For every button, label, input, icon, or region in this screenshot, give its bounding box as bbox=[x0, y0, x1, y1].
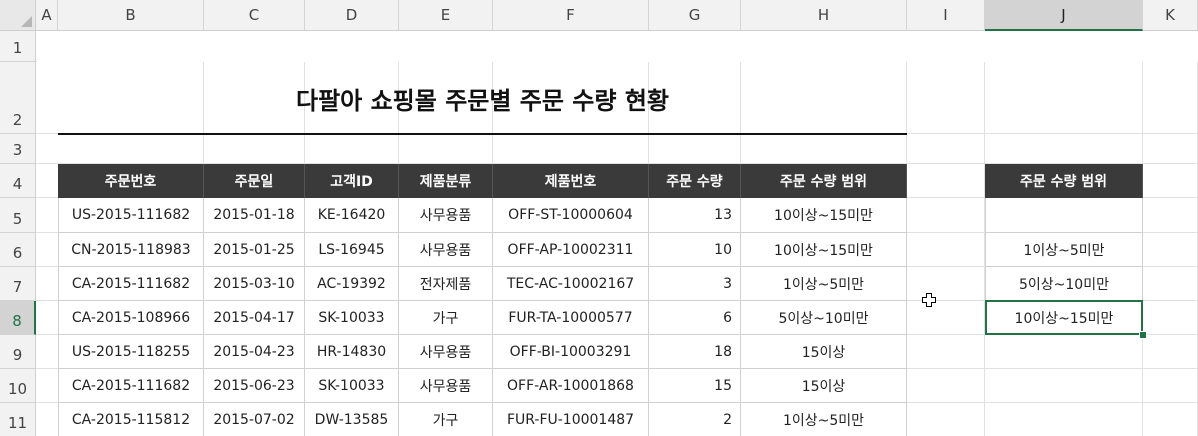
range-cell[interactable]: 1이상~5미만 bbox=[985, 233, 1143, 267]
table-cell[interactable]: US-2015-118255 bbox=[58, 335, 204, 369]
table-cell[interactable]: 15이상 bbox=[741, 335, 907, 369]
table-cell[interactable]: OFF-AP-10002311 bbox=[493, 233, 649, 267]
table-header-cell[interactable]: 주문 수량 bbox=[649, 164, 741, 198]
table-header-cell[interactable]: 주문 수량 범위 bbox=[741, 164, 907, 198]
table-cell[interactable]: SK-10033 bbox=[305, 369, 399, 403]
column-header-D[interactable]: D bbox=[305, 0, 399, 31]
column-header-F[interactable]: F bbox=[493, 0, 649, 31]
range-cell[interactable]: 5이상~10미만 bbox=[985, 267, 1143, 301]
table-cell[interactable]: 10이상~15미만 bbox=[741, 233, 907, 267]
column-header-B[interactable]: B bbox=[58, 0, 204, 31]
row-header-7[interactable]: 7 bbox=[0, 267, 36, 301]
range-header-cell[interactable]: 주문 수량 범위 bbox=[985, 164, 1143, 198]
row-header-6[interactable]: 6 bbox=[0, 233, 36, 267]
select-all-corner[interactable] bbox=[0, 0, 36, 31]
table-cell[interactable]: 2015-06-23 bbox=[204, 369, 305, 403]
cell-cursor-icon bbox=[922, 293, 936, 307]
table-cell[interactable]: US-2015-111682 bbox=[58, 198, 204, 233]
table-cell[interactable]: OFF-BI-10003291 bbox=[493, 335, 649, 369]
column-header-E[interactable]: E bbox=[399, 0, 493, 31]
table-cell[interactable]: 1이상~5미만 bbox=[741, 403, 907, 436]
table-cell[interactable]: 2015-01-25 bbox=[204, 233, 305, 267]
grid-vline bbox=[984, 31, 985, 436]
column-header-G[interactable]: G bbox=[649, 0, 741, 31]
table-cell[interactable]: 사무용품 bbox=[399, 335, 493, 369]
table-cell[interactable]: 2015-04-23 bbox=[204, 335, 305, 369]
table-cell[interactable]: 10이상~15미만 bbox=[741, 198, 907, 233]
table-cell[interactable]: CA-2015-111682 bbox=[58, 267, 204, 301]
table-header-cell[interactable]: 제품번호 bbox=[493, 164, 649, 198]
table-cell[interactable]: 18 bbox=[649, 335, 741, 369]
range-cell[interactable] bbox=[985, 198, 1143, 233]
column-header-H[interactable]: H bbox=[741, 0, 907, 31]
table-cell[interactable]: 2 bbox=[649, 403, 741, 436]
row-header-10[interactable]: 10 bbox=[0, 369, 36, 403]
table-cell[interactable]: 1이상~5미만 bbox=[741, 267, 907, 301]
table-cell[interactable]: 사무용품 bbox=[399, 233, 493, 267]
table-cell[interactable]: SK-10033 bbox=[305, 301, 399, 335]
table-cell[interactable]: CA-2015-111682 bbox=[58, 369, 204, 403]
select-all-triangle-icon bbox=[21, 16, 32, 27]
table-cell[interactable]: 15 bbox=[649, 369, 741, 403]
table-cell[interactable]: TEC-AC-10002167 bbox=[493, 267, 649, 301]
table-cell[interactable]: DW-13585 bbox=[305, 403, 399, 436]
row-header-11[interactable]: 11 bbox=[0, 403, 36, 436]
table-cell[interactable]: 전자제품 bbox=[399, 267, 493, 301]
table-cell[interactable]: CA-2015-115812 bbox=[58, 403, 204, 436]
table-cell[interactable]: OFF-AR-10001868 bbox=[493, 369, 649, 403]
row-header-1[interactable]: 1 bbox=[0, 31, 36, 62]
table-cell[interactable]: 6 bbox=[649, 301, 741, 335]
table-cell[interactable]: 10 bbox=[649, 233, 741, 267]
table-cell[interactable]: CN-2015-118983 bbox=[58, 233, 204, 267]
table-cell[interactable]: 2015-01-18 bbox=[204, 198, 305, 233]
fill-handle[interactable] bbox=[1139, 331, 1147, 339]
row-header-9[interactable]: 9 bbox=[0, 335, 36, 369]
row-header-3[interactable]: 3 bbox=[0, 134, 36, 164]
column-header-A[interactable]: A bbox=[36, 0, 58, 31]
table-cell[interactable]: 15이상 bbox=[741, 369, 907, 403]
table-cell[interactable]: 사무용품 bbox=[399, 198, 493, 233]
table-header-cell[interactable]: 고객ID bbox=[305, 164, 399, 198]
column-header-I[interactable]: I bbox=[907, 0, 985, 31]
table-cell[interactable]: 5이상~10미만 bbox=[741, 301, 907, 335]
table-cell[interactable]: LS-16945 bbox=[305, 233, 399, 267]
table-cell[interactable]: FUR-TA-10000577 bbox=[493, 301, 649, 335]
table-cell[interactable]: 2015-07-02 bbox=[204, 403, 305, 436]
range-cell[interactable]: 10이상~15미만 bbox=[985, 301, 1143, 335]
row-header-4[interactable]: 4 bbox=[0, 164, 36, 198]
table-cell[interactable]: OFF-ST-10000604 bbox=[493, 198, 649, 233]
column-header-C[interactable]: C bbox=[204, 0, 305, 31]
table-cell[interactable]: 3 bbox=[649, 267, 741, 301]
row-header-8[interactable]: 8 bbox=[0, 301, 36, 335]
row-header-2[interactable]: 2 bbox=[0, 62, 36, 134]
table-cell[interactable]: 가구 bbox=[399, 301, 493, 335]
table-cell[interactable]: 가구 bbox=[399, 403, 493, 436]
table-cell[interactable]: FUR-FU-10001487 bbox=[493, 403, 649, 436]
row-header-5[interactable]: 5 bbox=[0, 198, 36, 233]
title-underline bbox=[58, 133, 907, 135]
table-cell[interactable]: 2015-04-17 bbox=[204, 301, 305, 335]
table-cell[interactable]: HR-14830 bbox=[305, 335, 399, 369]
table-header-cell[interactable]: 제품분류 bbox=[399, 164, 493, 198]
sheet-title[interactable]: 다팔아 쇼핑몰 주문별 주문 수량 현황 bbox=[296, 86, 669, 115]
table-header-cell[interactable]: 주문일 bbox=[204, 164, 305, 198]
grid-hline bbox=[36, 163, 1198, 164]
column-header-K[interactable]: K bbox=[1143, 0, 1198, 31]
table-cell[interactable]: 2015-03-10 bbox=[204, 267, 305, 301]
table-header-cell[interactable]: 주문번호 bbox=[58, 164, 204, 198]
column-header-J[interactable]: J bbox=[985, 0, 1143, 31]
table-cell[interactable]: 13 bbox=[649, 198, 741, 233]
table-cell[interactable]: AC-19392 bbox=[305, 267, 399, 301]
table-cell[interactable]: CA-2015-108966 bbox=[58, 301, 204, 335]
table-cell[interactable]: 사무용품 bbox=[399, 369, 493, 403]
table-cell[interactable]: KE-16420 bbox=[305, 198, 399, 233]
